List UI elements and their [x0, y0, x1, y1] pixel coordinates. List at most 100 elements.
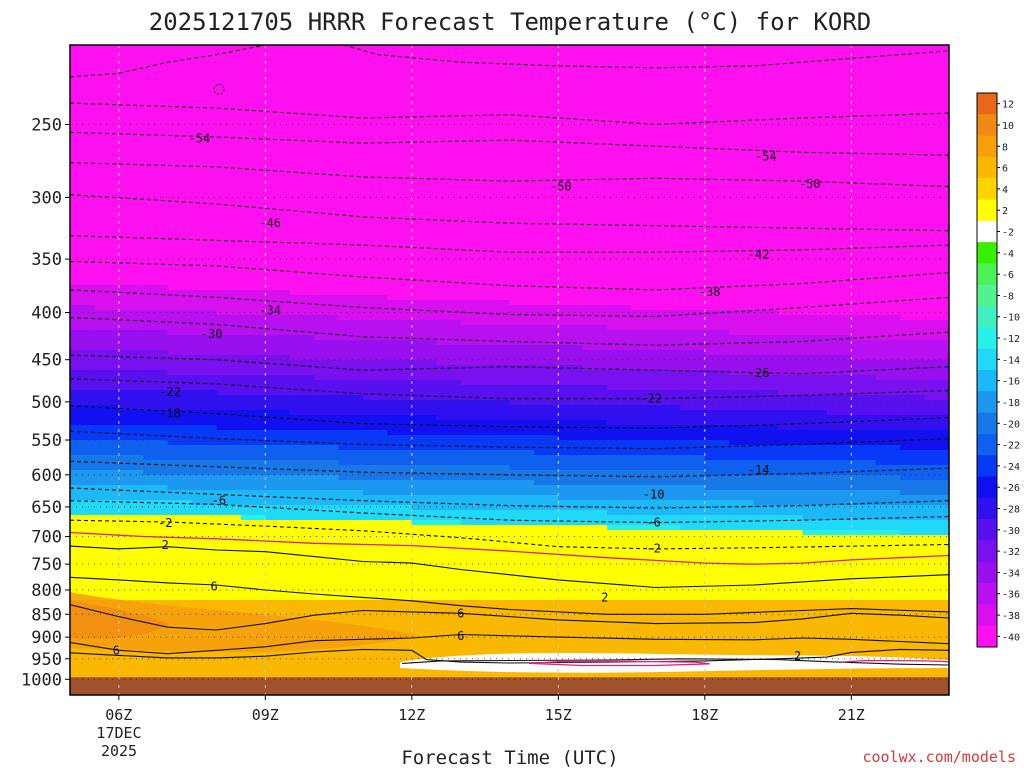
temperature-cell: [900, 420, 926, 426]
temperature-cell: [851, 475, 877, 481]
temperature-cell: [851, 205, 877, 211]
temperature-cell: [533, 210, 559, 216]
temperature-cell: [924, 415, 949, 421]
temperature-cell: [851, 315, 877, 321]
temperature-cell: [778, 255, 804, 261]
temperature-cell: [118, 80, 144, 86]
temperature-cell: [265, 360, 291, 366]
temperature-cell: [485, 125, 511, 131]
temperature-cell: [192, 280, 218, 286]
temperature-cell: [631, 150, 657, 156]
temperature-cell: [387, 475, 413, 481]
temperature-cell: [533, 595, 559, 601]
temperature-cell: [192, 525, 218, 531]
temperature-cell: [826, 155, 852, 161]
temperature-cell: [289, 200, 315, 206]
temperature-cell: [875, 125, 901, 131]
temperature-cell: [363, 590, 389, 596]
temperature-cell: [704, 470, 730, 476]
temperature-cell: [680, 645, 706, 651]
temperature-cell: [94, 115, 120, 121]
temperature-cell: [826, 460, 852, 466]
temperature-cell: [851, 160, 877, 166]
temperature-cell: [411, 110, 437, 116]
temperature-cell: [826, 400, 852, 406]
temperature-cell: [558, 410, 584, 416]
temperature-cell: [363, 565, 389, 571]
temperature-cell: [167, 245, 193, 251]
temperature-cell: [924, 320, 949, 326]
temperature-cell: [753, 90, 779, 96]
temperature-cell: [436, 60, 462, 66]
credit-link[interactable]: coolwx.com/models: [862, 748, 1016, 766]
temperature-cell: [533, 95, 559, 101]
temperature-cell: [509, 95, 535, 101]
temperature-cell: [802, 620, 828, 626]
temperature-cell: [216, 475, 242, 481]
temperature-cell: [680, 275, 706, 281]
temperature-cell: [70, 380, 96, 386]
temperature-cell: [167, 515, 193, 521]
temperature-cell: [192, 465, 218, 471]
temperature-cell: [631, 555, 657, 561]
temperature-cell: [753, 350, 779, 356]
temperature-cell: [118, 590, 144, 596]
temperature-cell: [387, 540, 413, 546]
temperature-cell: [607, 560, 633, 566]
temperature-cell: [436, 150, 462, 156]
temperature-cell: [509, 450, 535, 456]
temperature-cell: [94, 345, 120, 351]
temperature-cell: [314, 85, 340, 91]
temperature-cell: [460, 505, 486, 511]
temperature-cell: [851, 385, 877, 391]
temperature-cell: [216, 570, 242, 576]
temperature-cell: [778, 325, 804, 331]
temperature-cell: [900, 330, 926, 336]
temperature-cell: [94, 150, 120, 156]
temperature-cell: [533, 160, 559, 166]
temperature-cell: [240, 350, 266, 356]
temperature-cell: [216, 315, 242, 321]
temperature-cell: [924, 170, 949, 176]
temperature-cell: [167, 665, 193, 671]
temperature-cell: [167, 345, 193, 351]
colorbar-label: -2: [1002, 228, 1014, 239]
temperature-cell: [167, 170, 193, 176]
temperature-cell: [729, 435, 755, 441]
temperature-cell: [729, 280, 755, 286]
temperature-cell: [411, 170, 437, 176]
temperature-cell: [680, 590, 706, 596]
temperature-cell: [900, 50, 926, 56]
temperature-cell: [875, 215, 901, 221]
temperature-cell: [729, 165, 755, 171]
temperature-cell: [900, 595, 926, 601]
temperature-cell: [924, 185, 949, 191]
temperature-cell: [729, 510, 755, 516]
temperature-cell: [216, 440, 242, 446]
temperature-cell: [94, 200, 120, 206]
temperature-cell: [387, 500, 413, 506]
temperature-cell: [631, 445, 657, 451]
temperature-cell: [167, 150, 193, 156]
temperature-cell: [240, 65, 266, 71]
temperature-cell: [485, 255, 511, 261]
temperature-cell: [70, 185, 96, 191]
temperature-cell: [704, 570, 730, 576]
temperature-cell: [582, 190, 608, 196]
temperature-cell: [656, 185, 682, 191]
temperature-cell: [704, 175, 730, 181]
temperature-cell: [216, 200, 242, 206]
temperature-cell: [729, 300, 755, 306]
temperature-cell: [802, 435, 828, 441]
temperature-cell: [631, 235, 657, 241]
temperature-cell: [167, 325, 193, 331]
temperature-cell: [411, 205, 437, 211]
temperature-cell: [533, 325, 559, 331]
temperature-cell: [656, 515, 682, 521]
temperature-cell: [729, 355, 755, 361]
temperature-cell: [411, 230, 437, 236]
temperature-cell: [509, 190, 535, 196]
temperature-cell: [607, 195, 633, 201]
temperature-cell: [338, 605, 364, 611]
temperature-cell: [485, 95, 511, 101]
